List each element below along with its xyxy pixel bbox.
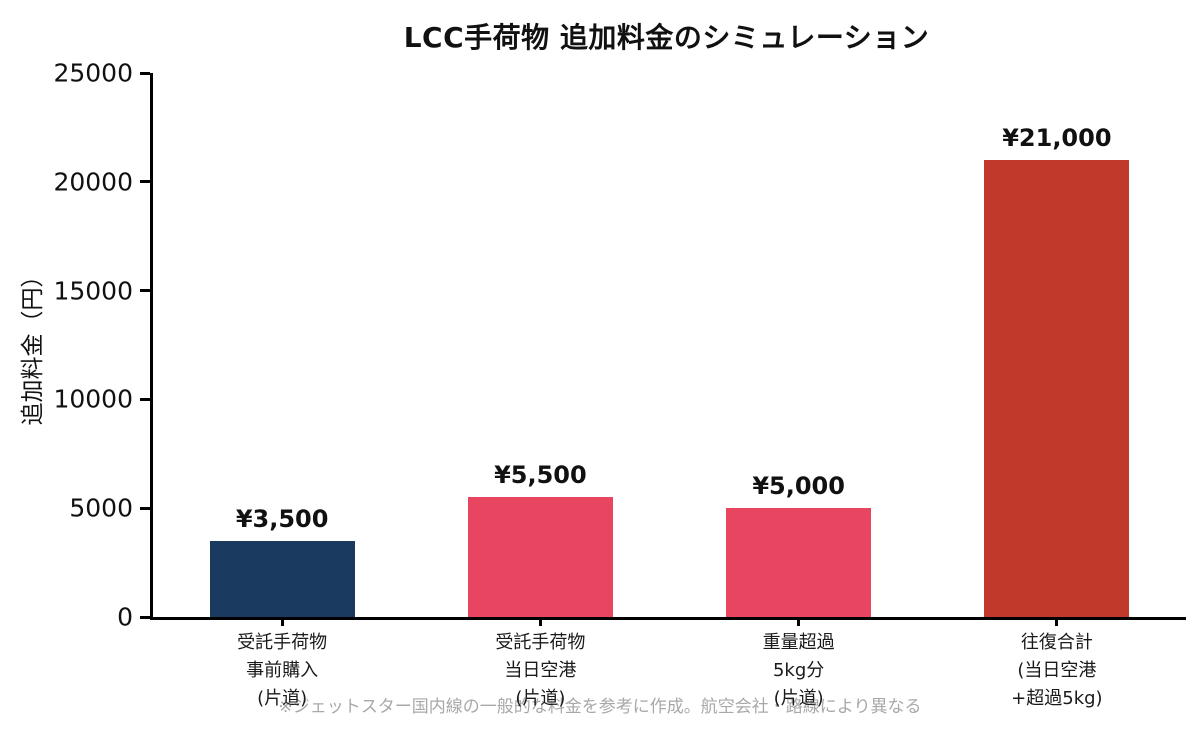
x-category-label: 受託手荷物 事前購入 (片道): [237, 632, 328, 709]
x-tick-mark: [1055, 617, 1059, 626]
bar-value-label: ¥21,000: [1002, 124, 1112, 153]
bar: [984, 160, 1130, 617]
x-category-label: 往復合計 (当日空港 +超過5kg): [1011, 632, 1103, 709]
x-tick-mark: [538, 617, 542, 626]
y-tick-mark: [140, 180, 150, 184]
bar: [467, 497, 613, 617]
bar-value-label: ¥5,000: [752, 472, 845, 501]
y-axis-label: 追加料金（円）: [20, 264, 46, 426]
y-tick-label: 10000: [53, 384, 133, 414]
y-tick-label: 0: [117, 602, 133, 632]
x-category-label: 重量超過 5kg分 (片道): [762, 632, 835, 709]
bar-value-label: ¥3,500: [235, 504, 329, 533]
footnote: ※ジェットスター国内線の一般的な料金を参考に作成。航空会社・路線により異なる: [278, 697, 922, 717]
y-tick-mark: [140, 397, 150, 401]
y-tick-label: 15000: [53, 276, 133, 306]
x-tick-mark: [797, 617, 801, 626]
bar: [726, 508, 872, 617]
y-tick-mark: [140, 289, 150, 293]
bar-value-label: ¥5,500: [494, 461, 587, 490]
chart-title: LCC手荷物 追加料金のシミュレーション: [403, 21, 930, 54]
y-tick-label: 5000: [69, 493, 133, 523]
x-tick-mark: [280, 617, 284, 626]
y-tick-mark: [140, 615, 150, 619]
bar: [209, 540, 355, 617]
y-tick-mark: [140, 506, 150, 510]
y-tick-label: 25000: [53, 58, 133, 88]
plot-area: 0 5000 10000 15000 20000 25000 ¥3,500 受託手荷物 事前購…: [53, 59, 1186, 709]
y-tick-mark: [140, 71, 150, 75]
x-category-label: 受託手荷物 当日空港 (片道): [495, 632, 586, 709]
y-tick-label: 20000: [53, 167, 133, 197]
